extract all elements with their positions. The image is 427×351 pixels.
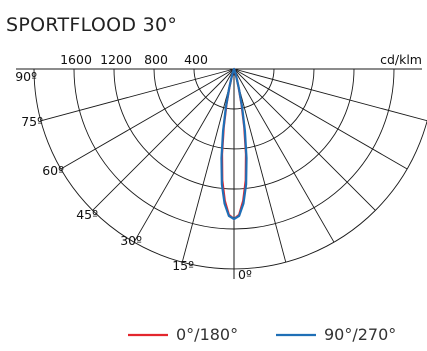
angle-tick-label-75: 75º [21,114,43,129]
grid-spoke-60-right [233,68,408,170]
diagram-title: SPORTFLOOD 30° [6,14,178,36]
angle-tick-label-45: 45º [76,207,98,222]
grid-spoke-75-right [233,68,427,122]
grid-spoke-45-left [92,68,235,211]
radial-unit-label: cd/klm [380,52,422,67]
angle-tick-label-15: 15º [172,258,194,273]
polar-grid [16,68,427,279]
radial-tick-label: 800 [144,52,168,67]
angle-tick-label-90: 90º [15,69,37,84]
curve-series-2 [220,67,248,221]
grid-spoke-15-left [181,68,235,263]
radial-tick-label: 1600 [60,52,92,67]
grid-spoke-60-left [60,68,235,170]
axis-labels: 400 800 1200 1600 cd/klm 0º 15º 30º 45º 60º 75º 90º [15,52,422,282]
legend: 0°/180° 90°/270° [128,325,396,344]
grid-spoke-15-right [233,68,287,263]
angle-tick-label-0: 0º [238,267,252,282]
grid-spoke-30-right [233,68,335,243]
grid-ring-5 [33,68,427,270]
angle-tick-label-30: 30º [120,233,142,248]
grid-spoke-45-right [233,68,376,211]
angle-tick-label-60: 60º [42,163,64,178]
grid-spoke-75-left [40,68,235,122]
grid-spoke-30-left [133,68,235,243]
radial-tick-label: 400 [184,52,208,67]
legend-label-2: 90°/270° [324,325,396,344]
intensity-curves [220,67,248,221]
legend-label-1: 0°/180° [176,325,238,344]
radial-tick-label: 1200 [100,52,132,67]
